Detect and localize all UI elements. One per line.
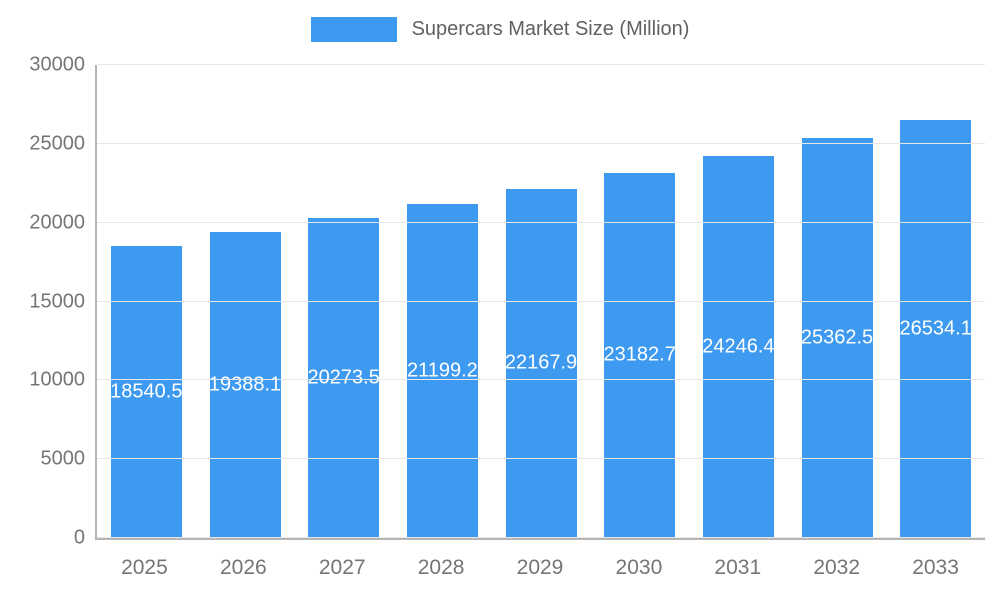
x-axis-tick-label: 2029 xyxy=(516,556,564,579)
x-axis-tick-label: 2028 xyxy=(417,556,465,579)
bars: 18540.5 19388.1 20273.5 21199.2 22167.9 23182… xyxy=(97,65,985,538)
y-axis-tick-label: 25000 xyxy=(29,132,85,155)
y-axis-tick-label: 20000 xyxy=(29,211,85,234)
bar-2029[interactable]: 22167.9 xyxy=(505,188,577,538)
plot-area: 18540.5 19388.1 20273.5 21199.2 22167.9 23182… xyxy=(29,54,985,549)
bar-value-label: 22167.9 xyxy=(505,351,577,374)
bar-value-label: 25362.5 xyxy=(801,326,873,349)
bar-value-label: 20273.5 xyxy=(308,366,380,389)
bar-slot: 24246.4 xyxy=(689,65,788,538)
y-axis-tick-label: 5000 xyxy=(40,447,86,470)
bar-value-label: 21199.2 xyxy=(406,359,478,382)
bar-2031[interactable]: 24246.4 xyxy=(702,155,774,538)
bar-2033[interactable]: 26534.1 xyxy=(900,119,972,538)
gridline xyxy=(97,64,985,65)
bar-value-label: 19388.1 xyxy=(209,373,281,396)
x-axis-tick-label: 2031 xyxy=(714,556,762,579)
bar-slot: 23182.7 xyxy=(590,65,689,538)
x-axis-tick-label: 2026 xyxy=(219,556,267,579)
bar-slot: 18540.5 xyxy=(97,65,196,538)
y-axis-tick-label: 30000 xyxy=(29,53,85,76)
bar-slot: 26534.1 xyxy=(886,65,985,538)
gridline xyxy=(97,379,985,381)
y-axis-tick-label: 15000 xyxy=(29,290,85,312)
bar-slot: 25362.5 xyxy=(788,65,887,538)
bar-2032[interactable]: 25362.5 xyxy=(801,138,873,538)
bar-slot: 20273.5 xyxy=(294,65,393,538)
x-axis-tick-label: 2030 xyxy=(615,556,663,579)
bar-2025[interactable]: 18540.5 xyxy=(110,245,182,538)
gridline xyxy=(97,221,985,223)
bar-value-label: 23182.7 xyxy=(604,343,676,366)
bar-2027[interactable]: 20273.5 xyxy=(308,218,380,538)
bar-value-label: 26534.1 xyxy=(900,317,972,340)
gridline xyxy=(97,142,985,144)
bar-2026[interactable]: 19388.1 xyxy=(209,232,281,538)
y-axis-tick-label: 10000 xyxy=(29,368,85,391)
bar-2030[interactable]: 23182.7 xyxy=(604,172,676,538)
x-axis-tick-label: 2027 xyxy=(318,556,366,579)
x-axis-tick-label: 2033 xyxy=(912,556,959,579)
bar-slot: 19388.1 xyxy=(196,65,295,538)
bar-value-label: 18540.5 xyxy=(110,380,182,403)
gridline xyxy=(97,458,985,460)
x-axis-labels: 2025 2026 2027 2028 2029 2030 2031 2032 2033 xyxy=(95,548,985,580)
gridline xyxy=(97,300,985,302)
legend-swatch xyxy=(310,17,397,42)
legend: Supercars Market Size (Million) xyxy=(0,17,1000,42)
x-axis-tick-label: 2032 xyxy=(813,556,861,579)
legend-label: Supercars Market Size (Million) xyxy=(411,18,690,40)
bar-value-label: 24246.4 xyxy=(702,335,774,358)
bar-slot: 22167.9 xyxy=(492,65,591,538)
x-axis-tick-label: 2025 xyxy=(121,556,168,579)
y-axis-tick-label: 0 xyxy=(73,526,85,549)
bar-2028[interactable]: 21199.2 xyxy=(406,203,478,538)
gridline xyxy=(97,537,985,538)
bar-slot: 21199.2 xyxy=(393,65,492,538)
